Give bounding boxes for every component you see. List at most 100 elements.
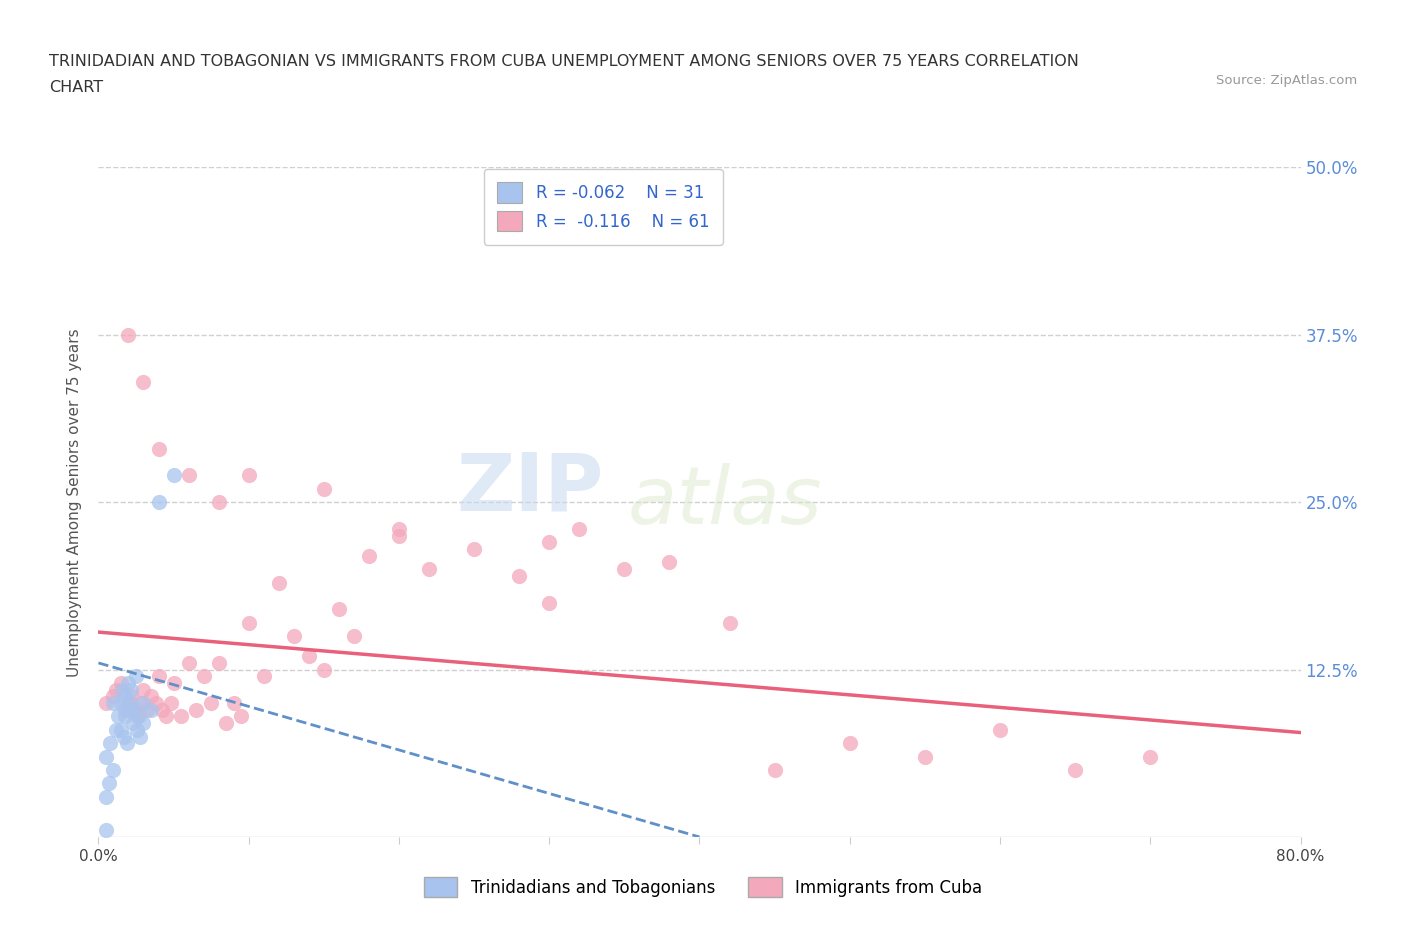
Point: [988, 723, 1011, 737]
Point: [208, 495, 231, 510]
Point: [148, 495, 170, 510]
Point: [129, 696, 152, 711]
Point: [267, 575, 290, 590]
Point: [127, 723, 149, 737]
Point: [122, 716, 145, 731]
Point: [1139, 750, 1161, 764]
Point: [159, 696, 181, 711]
Point: [388, 522, 411, 537]
Point: [103, 763, 125, 777]
Point: [94, 823, 117, 838]
Point: [193, 669, 215, 684]
Point: [129, 729, 152, 744]
Point: [538, 535, 561, 550]
Point: [117, 696, 139, 711]
Point: [568, 522, 591, 537]
Point: [124, 702, 146, 717]
Point: [117, 327, 139, 342]
Point: [110, 675, 132, 690]
Point: [231, 709, 253, 724]
Point: [184, 702, 207, 717]
Point: [118, 696, 141, 711]
Point: [215, 716, 238, 731]
Point: [177, 656, 200, 671]
Point: [117, 675, 139, 690]
Point: [107, 709, 129, 724]
Point: [162, 468, 184, 483]
Point: [100, 736, 122, 751]
Point: [343, 629, 366, 644]
Legend: Trinidadians and Tobagonians, Immigrants from Cuba: Trinidadians and Tobagonians, Immigrants…: [411, 864, 995, 910]
Point: [103, 696, 125, 711]
Point: [105, 723, 128, 737]
Point: [139, 689, 162, 704]
Point: [148, 669, 170, 684]
Point: [658, 555, 681, 570]
Text: CHART: CHART: [49, 80, 103, 95]
Point: [312, 662, 335, 677]
Point: [114, 689, 136, 704]
Point: [177, 468, 200, 483]
Text: atlas: atlas: [627, 463, 823, 541]
Point: [418, 562, 440, 577]
Y-axis label: Unemployment Among Seniors over 75 years: Unemployment Among Seniors over 75 years: [67, 328, 83, 676]
Point: [238, 616, 260, 631]
Point: [125, 669, 148, 684]
Point: [127, 709, 149, 724]
Point: [111, 683, 134, 698]
Point: [103, 689, 125, 704]
Point: [914, 750, 936, 764]
Point: [110, 723, 132, 737]
Point: [508, 568, 530, 583]
Point: [222, 696, 245, 711]
Text: ZIP: ZIP: [456, 450, 603, 528]
Point: [132, 374, 155, 389]
Point: [613, 562, 636, 577]
Text: TRINIDADIAN AND TOBAGONIAN VS IMMIGRANTS FROM CUBA UNEMPLOYMENT AMONG SENIORS OV: TRINIDADIAN AND TOBAGONIAN VS IMMIGRANTS…: [49, 54, 1078, 69]
Point: [148, 441, 170, 456]
Point: [117, 702, 139, 717]
Legend: R = -0.062    N = 31, R =  -0.116    N = 61: R = -0.062 N = 31, R = -0.116 N = 61: [484, 169, 723, 245]
Point: [128, 709, 150, 724]
Point: [115, 736, 138, 751]
Point: [170, 709, 193, 724]
Point: [94, 696, 117, 711]
Point: [121, 683, 143, 698]
Point: [121, 689, 143, 704]
Point: [132, 683, 155, 698]
Point: [1064, 763, 1087, 777]
Point: [763, 763, 786, 777]
Point: [114, 709, 136, 724]
Point: [114, 702, 136, 717]
Text: Source: ZipAtlas.com: Source: ZipAtlas.com: [1216, 74, 1357, 87]
Point: [132, 696, 155, 711]
Point: [162, 675, 184, 690]
Point: [132, 716, 155, 731]
Point: [97, 776, 120, 790]
Point: [253, 669, 276, 684]
Point: [110, 696, 132, 711]
Point: [328, 602, 350, 617]
Point: [94, 750, 117, 764]
Point: [200, 696, 222, 711]
Point: [357, 549, 380, 564]
Point: [298, 649, 321, 664]
Point: [94, 790, 117, 804]
Point: [238, 468, 260, 483]
Point: [139, 702, 162, 717]
Point: [208, 656, 231, 671]
Point: [145, 696, 167, 711]
Point: [135, 702, 157, 717]
Point: [283, 629, 305, 644]
Point: [718, 616, 741, 631]
Point: [388, 528, 411, 543]
Point: [838, 736, 860, 751]
Point: [112, 729, 135, 744]
Point: [105, 683, 128, 698]
Point: [150, 702, 173, 717]
Point: [155, 709, 177, 724]
Point: [124, 702, 146, 717]
Point: [312, 482, 335, 497]
Point: [538, 595, 561, 610]
Point: [463, 541, 485, 556]
